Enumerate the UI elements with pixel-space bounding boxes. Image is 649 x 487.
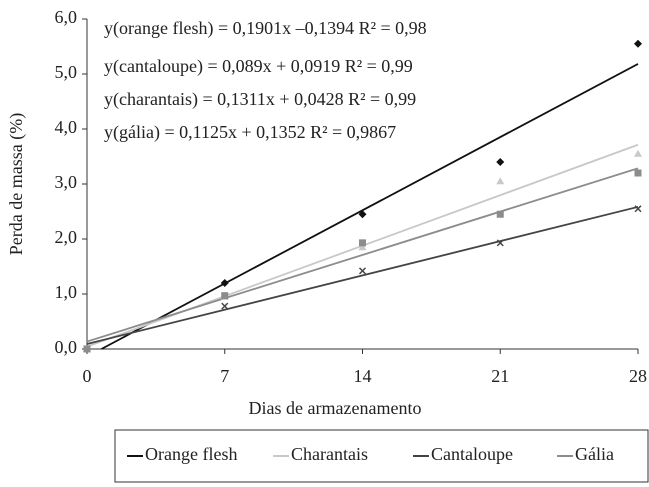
point bbox=[496, 239, 504, 247]
x-tick-label: 0 bbox=[83, 366, 92, 386]
point bbox=[358, 210, 367, 219]
point bbox=[496, 177, 505, 185]
x-axis-label: Dias de armazenamento bbox=[249, 398, 422, 418]
point bbox=[220, 279, 229, 287]
x-tick-label: 7 bbox=[220, 366, 229, 386]
y-tick-label: 3,0 bbox=[55, 172, 78, 192]
y-tick-label: 1,0 bbox=[55, 282, 78, 302]
y-tick-label: 0,0 bbox=[55, 337, 78, 357]
point bbox=[359, 239, 366, 247]
trend-line bbox=[86, 167, 639, 343]
point bbox=[634, 39, 642, 48]
point bbox=[358, 243, 367, 251]
point bbox=[496, 210, 504, 218]
point bbox=[634, 205, 642, 213]
point bbox=[496, 158, 505, 166]
x-tick-label: 28 bbox=[629, 366, 647, 386]
legend-label: Charantais bbox=[291, 444, 368, 464]
point bbox=[221, 292, 229, 300]
equation: y(orange flesh) = 0,1901x –0,1394 R² = 0… bbox=[104, 18, 427, 39]
x-tick-label: 21 bbox=[491, 366, 509, 386]
equation: y(charantais) = 0,1311x + 0,0428 R² = 0,… bbox=[104, 89, 416, 110]
y-tick-label: 4,0 bbox=[55, 117, 78, 137]
x-tick-label: 14 bbox=[354, 366, 372, 386]
legend-box bbox=[114, 429, 649, 483]
trend-line bbox=[101, 63, 639, 350]
y-tick-label: 2,0 bbox=[55, 227, 78, 247]
point bbox=[83, 345, 91, 353]
y-tick-label: 6,0 bbox=[55, 7, 78, 27]
equation: y(gália) = 0,1125x + 0,1352 R² = 0,9867 bbox=[104, 122, 396, 143]
legend-label: Gália bbox=[575, 444, 614, 464]
legend-label: Orange flesh bbox=[145, 444, 237, 464]
y-tick-label: 5,0 bbox=[55, 62, 78, 82]
point bbox=[634, 169, 642, 177]
point bbox=[358, 267, 367, 275]
trend-line bbox=[86, 206, 639, 345]
point bbox=[221, 302, 229, 310]
point bbox=[634, 149, 642, 157]
legend-label: Cantaloupe bbox=[431, 444, 513, 464]
y-axis-label: Perda de massa (%) bbox=[6, 113, 27, 255]
equation: y(cantaloupe) = 0,089x + 0,0919 R² = 0,9… bbox=[104, 56, 413, 77]
